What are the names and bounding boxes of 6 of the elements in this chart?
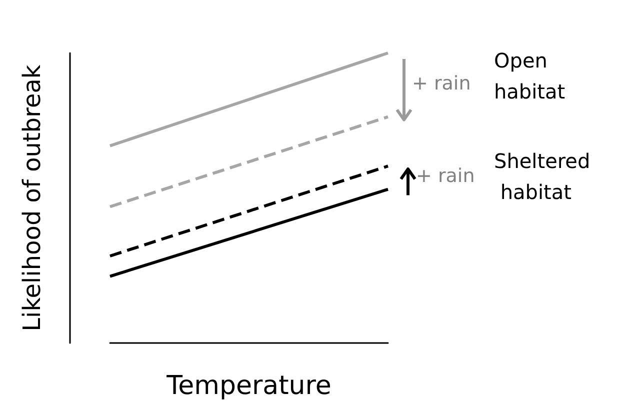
annotation: + rain xyxy=(412,72,471,94)
x-axis-title: Temperature xyxy=(166,371,332,401)
annotation: Open habitat xyxy=(494,48,566,104)
y-axis-title: Likelihood of outbreak xyxy=(18,64,46,332)
annotation: Sheltered habitat xyxy=(494,149,590,204)
annotation: + rain xyxy=(416,165,475,188)
